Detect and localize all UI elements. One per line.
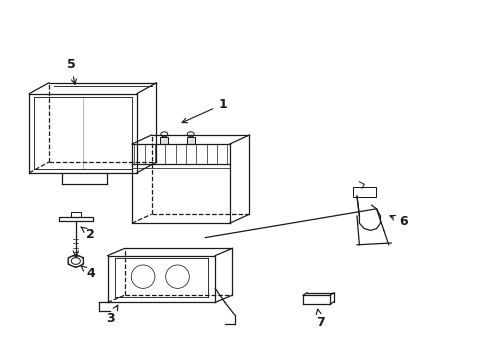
Text: 1: 1 (182, 98, 226, 123)
Text: 3: 3 (105, 305, 118, 325)
Bar (186, 137, 194, 144)
Text: 2: 2 (81, 227, 95, 240)
Text: 4: 4 (81, 266, 95, 280)
Text: 6: 6 (389, 215, 407, 228)
Bar (160, 137, 168, 144)
Bar (59, 217, 93, 221)
Bar (71, 212, 81, 217)
Text: 7: 7 (315, 309, 324, 329)
Text: 5: 5 (66, 58, 76, 84)
